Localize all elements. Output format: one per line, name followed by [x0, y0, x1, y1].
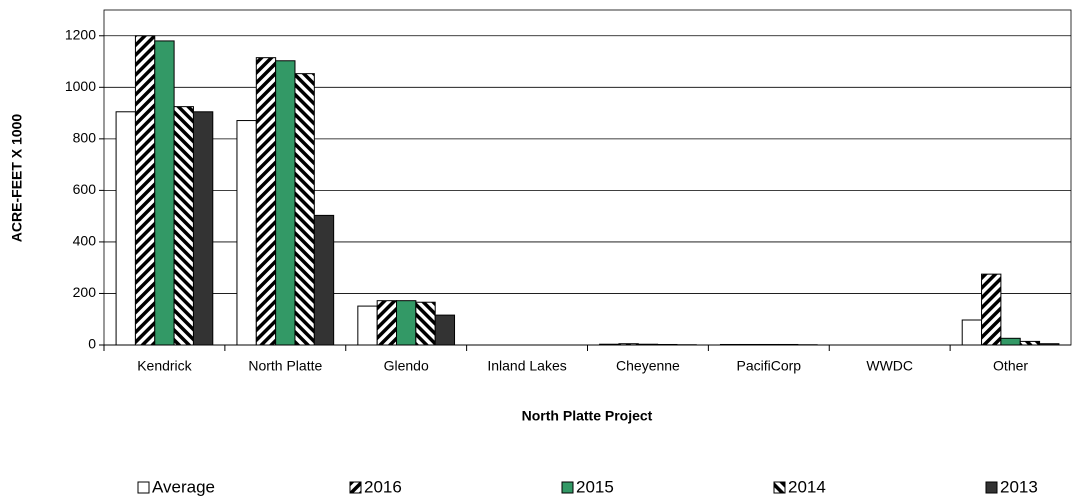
bar	[981, 273, 1002, 346]
legend-swatch	[773, 481, 786, 494]
bar	[255, 57, 277, 346]
x-tick-label: PacifiCorp	[737, 358, 802, 374]
y-tick-label: 1200	[65, 26, 96, 42]
y-tick-label: 800	[73, 130, 97, 146]
bar	[313, 214, 335, 346]
y-tick-label: 600	[73, 181, 97, 197]
bar	[294, 73, 315, 346]
legend-label: 2015	[576, 477, 614, 496]
x-tick-label: North Platte	[248, 358, 322, 374]
y-tick-label: 200	[73, 284, 97, 300]
legend-label: Average	[152, 477, 215, 496]
legend-swatch	[137, 481, 150, 494]
legend-swatch	[349, 481, 362, 494]
bar	[192, 111, 214, 346]
bar	[134, 35, 156, 346]
x-tick-label: Inland Lakes	[487, 358, 566, 374]
legend-label: 2016	[364, 477, 402, 496]
bar	[1019, 340, 1041, 346]
legend-label: 2013	[1000, 477, 1038, 496]
x-axis-label: North Platte Project	[522, 408, 653, 424]
bar	[1000, 337, 1021, 346]
x-tick-label: Other	[993, 358, 1028, 374]
bar	[357, 305, 378, 346]
x-tick-label: Cheyenne	[616, 358, 680, 374]
x-tick-label: Glendo	[384, 358, 429, 374]
y-tick-label: 0	[88, 336, 96, 352]
bar	[173, 106, 194, 346]
legend-swatch	[985, 481, 998, 494]
bar	[275, 60, 296, 346]
bar	[434, 314, 456, 346]
bar	[961, 319, 983, 346]
bar	[115, 111, 136, 346]
legend-swatch	[561, 481, 574, 494]
legend-label: 2014	[788, 477, 826, 496]
x-tick-label: Kendrick	[137, 358, 192, 374]
y-tick-label: 400	[73, 233, 97, 249]
bar	[154, 40, 175, 346]
bar	[376, 300, 398, 346]
bar	[415, 301, 436, 346]
bar	[396, 300, 417, 346]
bar	[236, 120, 257, 346]
x-tick-label: WWDC	[866, 358, 913, 374]
y-axis-label: ACRE-FEET X 1000	[9, 114, 25, 243]
y-tick-label: 1000	[65, 78, 96, 94]
